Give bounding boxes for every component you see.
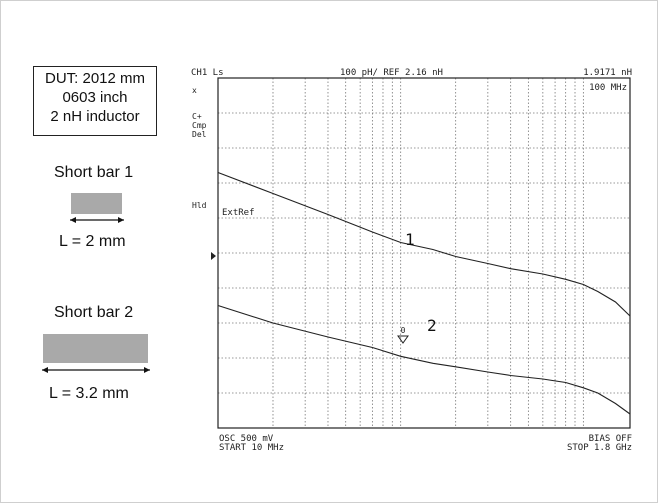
trace-line-2 xyxy=(217,304,631,415)
short-bar-1-arrow xyxy=(70,217,124,223)
dut-info-box: DUT: 2012 mm 0603 inch 2 nH inductor xyxy=(33,66,157,136)
chart-traces: 12 xyxy=(217,171,631,415)
stop-label: STOP 1.8 GHz xyxy=(567,443,632,453)
marker-freq-label: 100 MHz xyxy=(589,83,627,93)
short-bar-2-title: Short bar 2 xyxy=(54,304,134,321)
channel-label: CH1 Ls xyxy=(191,68,224,78)
marker-value-label: 1.9171 nH xyxy=(583,68,632,78)
scale-ref-label: 100 pH/ REF 2.16 nH xyxy=(340,68,443,78)
side-label-cmp: Cmp xyxy=(192,121,207,130)
short-bar-2-arrow xyxy=(42,367,150,373)
bias-label: BIAS OFF xyxy=(589,434,632,444)
short-bar-1-title: Short bar 1 xyxy=(54,164,134,181)
series-label-2: 2 xyxy=(427,316,437,335)
chart-grid xyxy=(218,78,630,428)
short-bar-1-length: L = 2 mm xyxy=(59,233,126,250)
start-label: START 10 MHz xyxy=(219,443,284,453)
plot-border xyxy=(217,77,631,429)
dut-line-1: DUT: 2012 mm xyxy=(44,70,146,87)
side-label-c: C+ xyxy=(192,112,202,121)
osc-label: OSC 500 mV xyxy=(219,434,274,444)
marker-number: 0 xyxy=(401,326,406,335)
side-label-hld: Hld xyxy=(192,201,207,210)
ext-ref-label: ExtRef xyxy=(222,208,255,218)
trace-line-1 xyxy=(217,171,631,317)
short-bar-2-length: L = 3.2 mm xyxy=(49,385,129,402)
series-label-1: 1 xyxy=(405,230,415,249)
side-label-x: x xyxy=(192,86,197,95)
side-label-del: Del xyxy=(192,130,207,139)
short-bar-1-shape xyxy=(71,193,122,214)
marker-triangle-icon xyxy=(397,335,409,344)
short-bar-2-shape xyxy=(43,334,148,363)
dut-line-3: 2 nH inductor xyxy=(50,108,140,125)
reference-marker-icon xyxy=(211,252,216,260)
dut-line-2: 0603 inch xyxy=(62,89,128,106)
